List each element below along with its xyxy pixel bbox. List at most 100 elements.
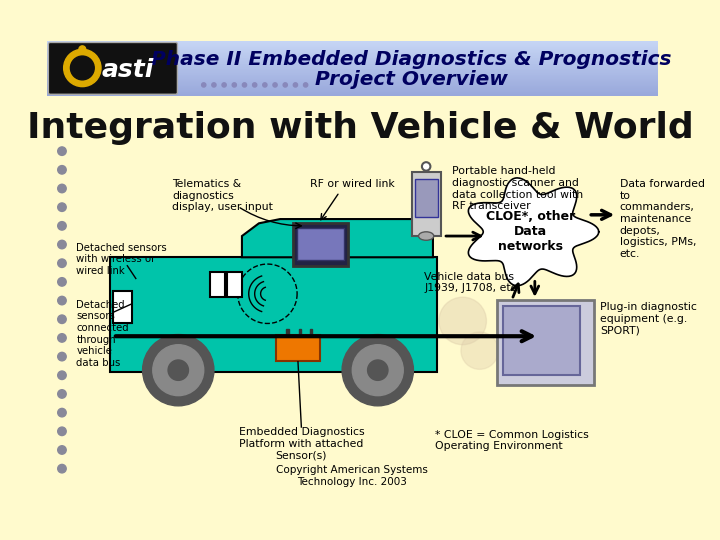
Bar <box>47 69 658 70</box>
Bar <box>47 94 658 95</box>
Bar <box>47 57 658 58</box>
Bar <box>47 41 658 42</box>
Circle shape <box>58 240 66 249</box>
Circle shape <box>58 315 66 323</box>
Text: Data forwarded
to
commanders,
maintenance
depots,
logistics, PMs,
etc.: Data forwarded to commanders, maintenanc… <box>620 179 705 259</box>
Bar <box>47 77 658 78</box>
Text: Embedded Diagnostics
Platform with attached
Sensor(s): Embedded Diagnostics Platform with attac… <box>238 427 364 460</box>
Bar <box>47 75 658 76</box>
Bar <box>227 272 242 297</box>
Bar <box>47 58 658 59</box>
Text: Detached
sensors
connected
through
vehicle
data bus: Detached sensors connected through vehic… <box>76 300 129 368</box>
Circle shape <box>58 390 66 398</box>
Circle shape <box>202 83 206 87</box>
Circle shape <box>461 332 498 369</box>
Circle shape <box>439 297 487 345</box>
Polygon shape <box>469 178 599 286</box>
Bar <box>47 68 658 69</box>
Text: Copyright American Systems
Technology Inc. 2003: Copyright American Systems Technology In… <box>276 465 428 487</box>
Bar <box>47 43 658 44</box>
Bar <box>47 64 658 65</box>
Bar <box>47 48 658 49</box>
Bar <box>210 272 225 297</box>
Circle shape <box>58 147 66 156</box>
Circle shape <box>352 345 403 396</box>
Bar <box>47 45 658 46</box>
Bar <box>47 46 658 47</box>
Circle shape <box>368 360 388 380</box>
Circle shape <box>58 427 66 436</box>
Bar <box>47 85 658 86</box>
Bar <box>47 44 658 45</box>
Circle shape <box>273 83 277 87</box>
Bar <box>47 84 658 85</box>
Bar <box>47 56 658 57</box>
Bar <box>47 89 658 90</box>
Bar <box>47 63 658 64</box>
Bar <box>47 74 658 75</box>
Text: Integration with Vehicle & World: Integration with Vehicle & World <box>27 111 694 145</box>
Polygon shape <box>242 219 433 257</box>
Circle shape <box>153 345 204 396</box>
Bar <box>47 83 658 84</box>
Circle shape <box>58 296 66 305</box>
FancyBboxPatch shape <box>48 43 177 94</box>
Text: * CLOE = Common Logistics
Operating Environment: * CLOE = Common Logistics Operating Envi… <box>436 430 589 451</box>
Bar <box>47 78 658 79</box>
Circle shape <box>222 83 226 87</box>
Circle shape <box>243 83 247 87</box>
Bar <box>47 66 658 67</box>
Ellipse shape <box>418 232 433 240</box>
Circle shape <box>304 83 307 87</box>
Circle shape <box>58 408 66 417</box>
Circle shape <box>232 83 236 87</box>
Bar <box>47 72 658 73</box>
Bar <box>47 60 658 61</box>
Text: RF or wired link: RF or wired link <box>310 179 395 189</box>
FancyBboxPatch shape <box>47 96 658 499</box>
Bar <box>47 53 658 55</box>
Circle shape <box>58 203 66 212</box>
Bar <box>47 73 658 74</box>
Bar <box>47 51 658 52</box>
Circle shape <box>342 334 413 406</box>
Circle shape <box>58 259 66 267</box>
Bar <box>47 47 658 48</box>
Bar <box>113 291 132 323</box>
Circle shape <box>58 334 66 342</box>
Bar <box>415 179 438 218</box>
Bar <box>47 55 658 56</box>
Bar <box>47 70 658 71</box>
Bar <box>310 329 312 335</box>
Bar <box>47 59 658 60</box>
Circle shape <box>168 360 189 380</box>
Circle shape <box>63 49 101 86</box>
Text: asti: asti <box>101 58 153 82</box>
Text: Telematics &
diagnostics
display, user input: Telematics & diagnostics display, user i… <box>172 179 273 212</box>
Bar <box>47 87 658 89</box>
Bar <box>47 65 658 66</box>
Bar <box>47 79 658 80</box>
Bar <box>47 62 658 63</box>
Bar <box>297 227 344 260</box>
Circle shape <box>79 46 86 53</box>
Text: Portable hand-held
diagnostic scanner and
data collection tool with
RF transceiv: Portable hand-held diagnostic scanner an… <box>452 166 584 211</box>
Circle shape <box>58 352 66 361</box>
Circle shape <box>212 83 216 87</box>
Bar <box>47 49 658 50</box>
Text: CLOE*, other
Data
networks: CLOE*, other Data networks <box>486 210 575 253</box>
Bar <box>47 52 658 53</box>
Bar <box>293 224 348 266</box>
Bar <box>276 335 320 361</box>
Bar <box>47 93 658 94</box>
Bar <box>47 95 658 96</box>
Circle shape <box>58 371 66 380</box>
Circle shape <box>422 162 431 171</box>
Circle shape <box>263 83 267 87</box>
Bar <box>47 61 658 62</box>
Text: Plug-in diagnostic
equipment (e.g.
SPORT): Plug-in diagnostic equipment (e.g. SPORT… <box>600 302 697 335</box>
Circle shape <box>58 221 66 230</box>
Bar <box>47 90 658 91</box>
Bar <box>47 82 658 83</box>
Circle shape <box>71 56 94 80</box>
